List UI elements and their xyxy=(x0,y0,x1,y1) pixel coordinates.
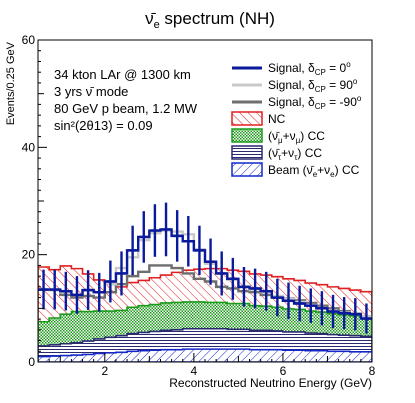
legend-label: (ν̄τ+ντ) CC xyxy=(268,146,322,162)
x-tick-label: 8 xyxy=(369,364,376,378)
x-axis-label: Reconstructed Neutrino Energy (GeV) xyxy=(169,376,372,390)
y-tick-label: 20 xyxy=(22,248,36,262)
signal-errorbars xyxy=(39,202,371,334)
chart-title: ν̄e spectrum (NH) xyxy=(145,9,275,31)
y-axis-label: Events/0.25 GeV xyxy=(5,41,17,125)
legend-swatch xyxy=(231,111,263,126)
axis-ticks xyxy=(37,39,373,363)
x-tick-label: 6 xyxy=(280,364,287,378)
axis-tick-labels: 2 4 6 8 0 20 40 60 xyxy=(22,33,376,378)
plot-area xyxy=(38,202,372,362)
annotation-line-4: sin²(2θ13) = 0.09 xyxy=(54,118,153,133)
legend-swatch xyxy=(231,128,263,143)
legend-item-cc: (ν̄τ+ντ) CC xyxy=(231,145,322,162)
annotation-line-1: 34 kton LAr @ 1300 km xyxy=(54,67,191,82)
signal-line-signal-cp-90 xyxy=(38,264,372,318)
x-tick-label: 2 xyxy=(101,364,108,378)
signal-curves xyxy=(38,202,372,334)
legend-label: Beam (ν̄e+νe) CC xyxy=(268,163,360,179)
annotation-line-3: 80 GeV p beam, 1.2 MW xyxy=(54,101,198,116)
chart-title-nu: ν̄ xyxy=(145,9,157,28)
legend-item-cc: (ν̄μ+νμ) CC xyxy=(231,128,325,145)
annotation-line-2: 3 yrs ν̄ mode xyxy=(54,84,128,99)
chart-title-sub: e xyxy=(154,19,160,31)
y-tick-label: 0 xyxy=(28,355,35,369)
x-tick-label: 4 xyxy=(191,364,198,378)
legend-item-signal-cp-0: Signal, δCP = 0o xyxy=(232,60,351,77)
legend-item-signal-cp-90: Signal, δCP = -90o xyxy=(232,94,362,111)
annotation-block: 34 kton LAr @ 1300 km 3 yrs ν̄ mode 80 G… xyxy=(54,67,198,133)
legend-label: (ν̄μ+νμ) CC xyxy=(268,129,325,145)
legend-swatch xyxy=(231,162,263,177)
stack-area-beam-e-e-cc xyxy=(38,348,372,362)
legend-label: Signal, δCP = 90o xyxy=(268,77,358,94)
y-tick-label: 60 xyxy=(22,33,36,47)
legend-item-nc: NC xyxy=(231,111,286,126)
y-tick-label: 40 xyxy=(22,140,36,154)
legend-label: Signal, δCP = 0o xyxy=(268,60,351,77)
legend-swatch xyxy=(231,145,263,160)
legend-label: Signal, δCP = -90o xyxy=(268,94,362,111)
legend-item-beam-e-e-cc: Beam (ν̄e+νe) CC xyxy=(231,162,360,179)
chart-title-rest: spectrum (NH) xyxy=(160,9,275,28)
legend-item-signal-cp-90: Signal, δCP = 90o xyxy=(232,77,358,94)
stack-beam-e-e-cc xyxy=(38,348,372,362)
legend-label: NC xyxy=(268,112,286,126)
